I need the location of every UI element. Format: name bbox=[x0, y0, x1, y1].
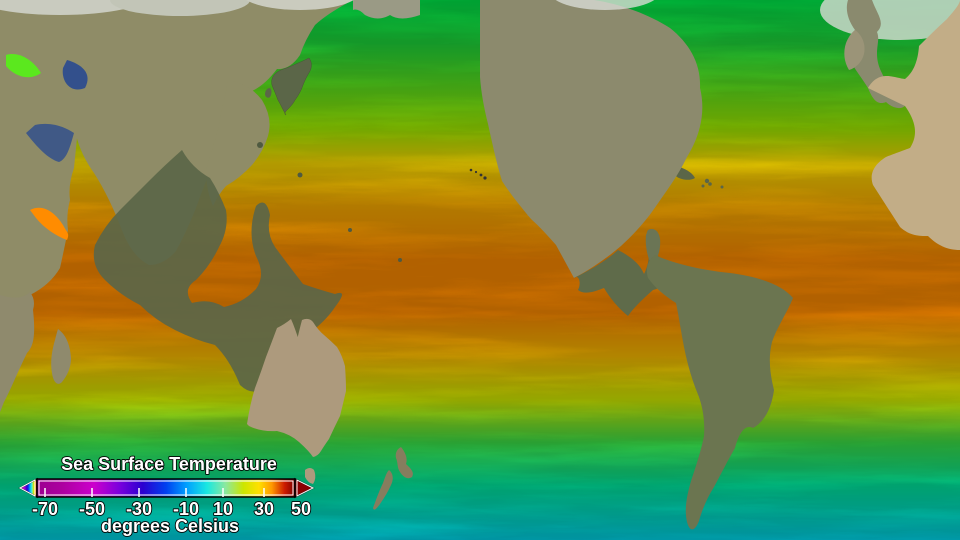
svg-text:30: 30 bbox=[254, 499, 274, 519]
svg-text:degrees Celsius: degrees Celsius bbox=[101, 516, 239, 536]
svg-text:-70: -70 bbox=[32, 499, 58, 519]
svg-text:Sea Surface Temperature: Sea Surface Temperature bbox=[61, 454, 277, 474]
svg-text:50: 50 bbox=[291, 499, 311, 519]
